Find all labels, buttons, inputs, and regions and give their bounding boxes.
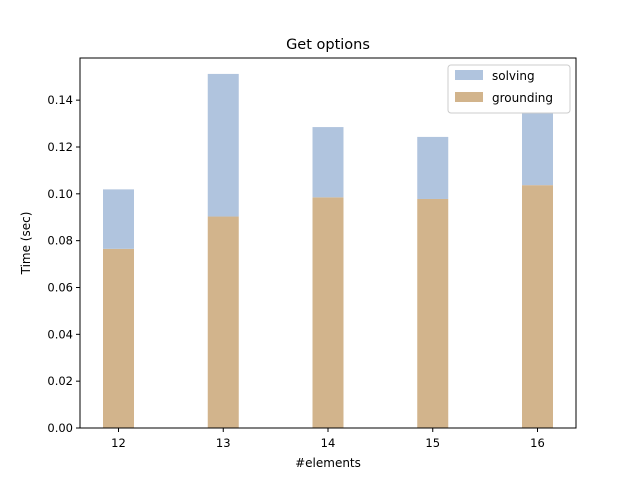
- legend-swatch-grounding: [455, 92, 483, 102]
- y-tick-label: 0.14: [47, 93, 73, 107]
- bar-solving-15: [417, 136, 449, 199]
- x-tick-label: 14: [321, 436, 336, 450]
- y-tick-label: 0.10: [47, 187, 73, 201]
- y-tick-label: 0.04: [47, 327, 73, 341]
- x-tick-label: 12: [111, 436, 126, 450]
- legend: solving grounding: [447, 64, 571, 114]
- x-tick-label: 15: [425, 436, 440, 450]
- legend-label-grounding: grounding: [492, 91, 553, 105]
- bar-solving-14: [312, 127, 344, 198]
- legend-swatch-solving: [455, 70, 483, 80]
- chart-title: Get options: [286, 37, 370, 53]
- y-axis: 0.00 0.02 0.04 0.06 0.08 0.10 0.12 0.14: [47, 93, 80, 435]
- bar-grounding-12: [103, 248, 134, 428]
- y-tick-label: 0.12: [47, 140, 73, 154]
- y-tick-label: 0.06: [47, 280, 73, 294]
- y-tick-label: 0.00: [47, 421, 73, 435]
- y-tick-label: 0.08: [47, 234, 73, 248]
- bar-grounding-16: [522, 185, 553, 428]
- bar-grounding-14: [312, 197, 344, 428]
- x-axis-label: #elements: [295, 456, 361, 470]
- bar-solving-16: [522, 112, 553, 186]
- bar-grounding-13: [207, 216, 239, 428]
- bar-solving-13: [207, 73, 239, 217]
- x-axis: 12 13 14 15 16: [111, 428, 545, 450]
- x-tick-label: 13: [216, 436, 231, 450]
- y-tick-label: 0.02: [47, 374, 73, 388]
- bar-grounding-15: [417, 198, 449, 428]
- bars-group: [103, 73, 553, 428]
- bar-solving-12: [103, 189, 134, 249]
- y-axis-label: Time (sec): [19, 212, 33, 276]
- x-tick-label: 16: [530, 436, 545, 450]
- legend-label-solving: solving: [492, 69, 535, 83]
